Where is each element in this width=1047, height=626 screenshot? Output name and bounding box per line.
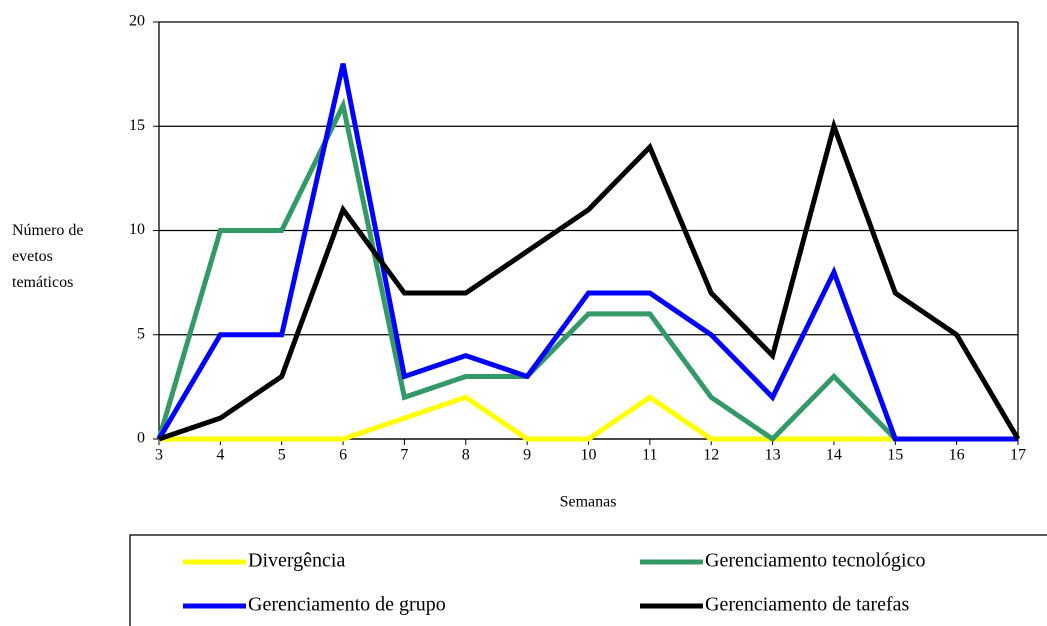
x-tick-label: 9	[523, 447, 531, 464]
y-tick-label: 10	[129, 221, 145, 238]
x-tick-label: 4	[216, 447, 224, 464]
y-tick-label: 15	[129, 117, 145, 134]
series-line	[158, 117, 1021, 442]
series-line	[159, 394, 896, 442]
y-tick-label: 0	[137, 430, 145, 447]
legend-label: Divergência	[248, 550, 345, 572]
x-tick-label: 16	[949, 447, 965, 464]
series-line	[156, 97, 898, 443]
x-axis-label: Semanas	[560, 494, 617, 511]
legend-label: Gerenciamento de grupo	[248, 594, 446, 616]
x-tick-label: 13	[765, 447, 781, 464]
y-axis-label: Número de evetos temáticos	[12, 222, 84, 291]
x-tick-label: 12	[703, 447, 719, 464]
x-tick-label: 6	[339, 447, 347, 464]
x-tick-label: 3	[155, 447, 163, 464]
x-tick-label: 5	[278, 447, 286, 464]
legend-label: Gerenciamento de tarefas	[705, 594, 910, 616]
x-tick-label: 14	[826, 447, 842, 464]
x-tick-label: 15	[887, 447, 903, 464]
series-line	[156, 63, 1018, 442]
legend-label: Gerenciamento tecnológico	[705, 550, 925, 572]
x-tick-label: 10	[581, 447, 597, 464]
x-tick-label: 11	[642, 447, 657, 464]
x-tick-label: 8	[462, 447, 470, 464]
y-tick-label: 5	[137, 325, 145, 342]
x-tick-label: 7	[400, 447, 408, 464]
legend-box	[129, 534, 1047, 626]
y-tick-label: 20	[129, 13, 145, 30]
x-tick-label: 17	[1010, 447, 1026, 464]
